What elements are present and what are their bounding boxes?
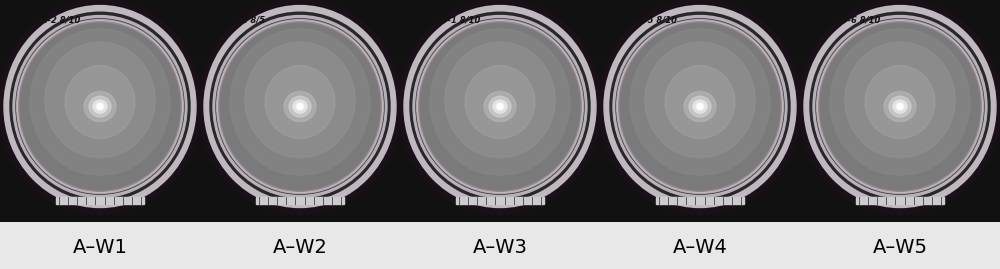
Ellipse shape xyxy=(298,104,302,109)
Ellipse shape xyxy=(84,91,116,122)
Ellipse shape xyxy=(230,29,370,175)
Ellipse shape xyxy=(445,42,555,158)
Ellipse shape xyxy=(496,103,504,110)
Ellipse shape xyxy=(16,19,184,194)
Ellipse shape xyxy=(30,29,170,175)
Ellipse shape xyxy=(830,29,970,175)
Ellipse shape xyxy=(484,91,516,122)
Ellipse shape xyxy=(865,65,935,139)
Ellipse shape xyxy=(416,19,584,194)
Ellipse shape xyxy=(845,42,955,158)
Ellipse shape xyxy=(198,0,402,214)
Ellipse shape xyxy=(884,91,916,122)
Ellipse shape xyxy=(289,96,311,117)
Text: A W1-2 8/10: A W1-2 8/10 xyxy=(24,15,81,24)
Ellipse shape xyxy=(898,104,902,109)
Ellipse shape xyxy=(210,12,390,201)
Ellipse shape xyxy=(810,12,990,201)
Ellipse shape xyxy=(493,100,507,113)
Ellipse shape xyxy=(813,16,987,197)
Ellipse shape xyxy=(616,19,784,194)
Ellipse shape xyxy=(818,21,982,192)
Ellipse shape xyxy=(678,86,722,127)
Ellipse shape xyxy=(78,86,122,127)
Ellipse shape xyxy=(404,6,596,207)
Text: A–W4: A–W4 xyxy=(673,238,727,257)
Text: A W3-1 8/10: A W3-1 8/10 xyxy=(424,15,481,24)
Bar xyxy=(856,197,944,204)
Ellipse shape xyxy=(4,6,196,207)
Ellipse shape xyxy=(265,65,335,139)
Ellipse shape xyxy=(418,21,582,192)
Text: A–W3: A–W3 xyxy=(473,238,527,257)
Ellipse shape xyxy=(96,103,104,110)
Ellipse shape xyxy=(893,100,907,113)
Ellipse shape xyxy=(10,12,190,201)
Ellipse shape xyxy=(693,100,707,113)
Ellipse shape xyxy=(498,104,503,109)
Ellipse shape xyxy=(630,29,770,175)
Ellipse shape xyxy=(293,100,307,113)
Ellipse shape xyxy=(478,86,522,127)
Ellipse shape xyxy=(0,0,202,214)
Text: A–W5: A–W5 xyxy=(872,238,928,257)
Text: A–W1: A–W1 xyxy=(73,238,127,257)
Ellipse shape xyxy=(18,21,182,192)
Ellipse shape xyxy=(804,6,996,207)
Bar xyxy=(256,197,344,204)
Ellipse shape xyxy=(296,103,304,110)
Ellipse shape xyxy=(696,103,704,110)
Ellipse shape xyxy=(878,86,922,127)
Ellipse shape xyxy=(410,12,590,201)
Ellipse shape xyxy=(413,16,587,197)
Text: A W5-6 8/10: A W5-6 8/10 xyxy=(824,15,881,24)
Ellipse shape xyxy=(13,16,187,197)
Ellipse shape xyxy=(98,104,103,109)
Ellipse shape xyxy=(613,16,787,197)
Ellipse shape xyxy=(604,6,796,207)
Ellipse shape xyxy=(204,6,396,207)
Ellipse shape xyxy=(218,21,382,192)
Ellipse shape xyxy=(284,91,316,122)
Ellipse shape xyxy=(618,21,782,192)
Ellipse shape xyxy=(665,65,735,139)
Ellipse shape xyxy=(698,104,702,109)
Ellipse shape xyxy=(598,0,802,214)
Bar xyxy=(56,197,144,204)
Ellipse shape xyxy=(245,42,355,158)
Bar xyxy=(456,197,544,204)
Ellipse shape xyxy=(216,19,384,194)
Ellipse shape xyxy=(278,86,322,127)
Ellipse shape xyxy=(93,100,107,113)
Ellipse shape xyxy=(889,96,911,117)
Ellipse shape xyxy=(645,42,755,158)
Ellipse shape xyxy=(689,96,711,117)
Ellipse shape xyxy=(398,0,602,214)
Ellipse shape xyxy=(489,96,511,117)
Ellipse shape xyxy=(45,42,155,158)
Text: A–W2: A–W2 xyxy=(273,238,327,257)
Ellipse shape xyxy=(65,65,135,139)
Ellipse shape xyxy=(798,0,1000,214)
Text: A W2 8/5: A W2 8/5 xyxy=(224,15,266,24)
Ellipse shape xyxy=(610,12,790,201)
Text: AW4-5 8/10: AW4-5 8/10 xyxy=(624,15,678,24)
Ellipse shape xyxy=(816,19,984,194)
Ellipse shape xyxy=(684,91,716,122)
Ellipse shape xyxy=(465,65,535,139)
Ellipse shape xyxy=(89,96,111,117)
Ellipse shape xyxy=(430,29,570,175)
Ellipse shape xyxy=(213,16,387,197)
Ellipse shape xyxy=(896,103,904,110)
Bar xyxy=(656,197,744,204)
